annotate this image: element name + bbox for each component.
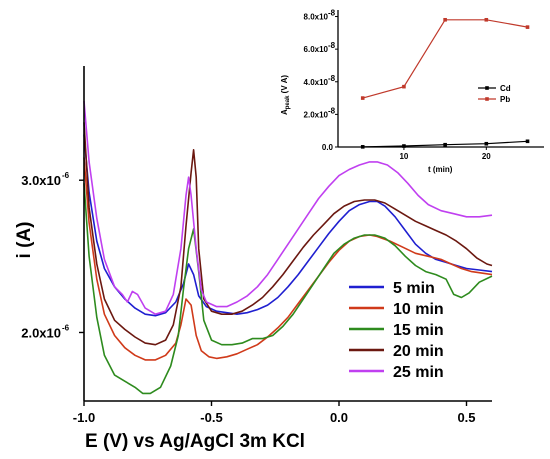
inset-x-tick-label: 10 [399, 152, 408, 161]
inset-y-tick-exponent: -8 [328, 74, 336, 83]
inset-y-tick-exponent: -8 [328, 41, 336, 50]
main-y-tick-exponent: -6 [62, 171, 70, 180]
inset-y-axis-title-unit: (V A) [280, 75, 289, 96]
main-series-line-2 [83, 183, 493, 395]
inset-point-1-3 [484, 17, 489, 22]
main-x-axis-title: E (V) vs Ag/AgCl 3m KCl [85, 431, 305, 452]
inset-legend-marker-0 [485, 86, 489, 90]
inset-y-ticks: 0.02.0x10 -84.0x10 -86.0x10 -88.0x10 -8 [304, 9, 338, 152]
inset-y-tick-label: 2.0x10 [304, 110, 329, 119]
inset-x-axis-title: t (min) [428, 165, 453, 174]
inset-legend-marker-1 [485, 97, 489, 101]
inset-point-0-3 [484, 141, 489, 146]
main-y-axis-title: i (A) [14, 222, 35, 259]
inset-point-0-4 [525, 139, 530, 144]
inset-y-tick-exponent: -8 [328, 106, 336, 115]
main-y-tick-exponent: -6 [62, 323, 70, 332]
main-y-tick-label: 3.0x10 [21, 173, 61, 188]
inset-series-group [360, 17, 530, 149]
inset-y-tick-exponent: -8 [328, 9, 336, 18]
inset-frame [338, 8, 544, 148]
inset-y-tick-label: 4.0x10 [304, 78, 329, 87]
inset-chart: 10 20 0.02.0x10 -84.0x10 -86.0x10 -88.0x10 -8… [280, 8, 544, 174]
inset-legend-label-1: Pb [500, 95, 510, 104]
main-series-line-4 [83, 100, 493, 315]
main-series-line-1 [83, 157, 493, 361]
inset-legend-label-0: Cd [500, 84, 511, 93]
main-x-tick-label: 0.5 [457, 410, 475, 425]
main-series-line-3 [83, 122, 493, 346]
inset-point-0-2 [443, 142, 447, 147]
inset-y-axis-title-sub: peak [285, 95, 291, 109]
inset-legend: Cd Pb [478, 84, 511, 104]
inset-point-1-2 [443, 17, 447, 22]
inset-point-1-4 [525, 25, 530, 29]
inset-y-tick-label: 8.0x10 [304, 13, 329, 22]
main-x-ticks: -1.0 -0.5 0.0 0.5 [73, 401, 476, 425]
main-x-tick-label: -0.5 [200, 410, 222, 425]
inset-point-1-1 [402, 84, 406, 89]
main-series-line-0 [83, 134, 493, 317]
inset-point-1-0 [360, 96, 365, 100]
main-legend-label-1: 10 min [393, 301, 444, 318]
inset-x-ticks: 10 20 [399, 147, 491, 161]
inset-y-axis-title-main: A [280, 109, 289, 115]
main-x-tick-label: 0.0 [330, 410, 348, 425]
main-legend-label-4: 25 min [393, 364, 444, 381]
inset-y-axis-title: Apeak (V A) [280, 75, 291, 115]
main-legend-label-3: 20 min [393, 343, 444, 360]
main-legend: 5 min 10 min 15 min 20 min 25 min [349, 280, 444, 381]
main-legend-label-0: 5 min [393, 280, 435, 297]
main-y-ticks: 2.0x10 -63.0x10 -6 [21, 171, 84, 340]
main-x-axis-title-text: E (V) vs Ag/AgCl 3m KCl [85, 431, 305, 452]
inset-point-0-0 [360, 145, 365, 149]
main-chart: -1.0 -0.5 0.0 0.5 2.0x10 -63.0x10 -6 E (V) vs… [14, 66, 493, 452]
main-y-tick-label: 2.0x10 [21, 325, 61, 340]
inset-y-tick-label: 6.0x10 [304, 45, 329, 54]
inset-point-0-1 [402, 144, 406, 148]
main-x-tick-label: -1.0 [73, 410, 95, 425]
main-legend-label-2: 15 min [393, 322, 444, 339]
main-series-group [83, 100, 493, 395]
inset-y-tick-label: 0.0 [322, 143, 334, 152]
inset-x-tick-label: 20 [482, 152, 491, 161]
